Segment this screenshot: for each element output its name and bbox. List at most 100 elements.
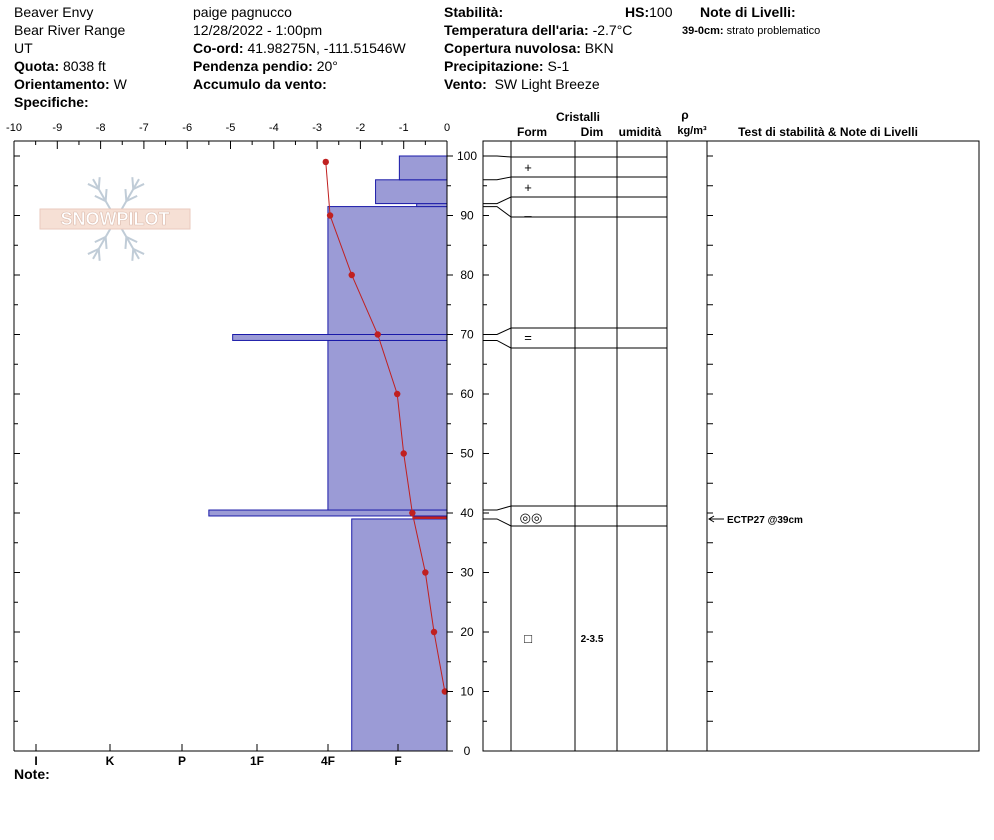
- hardness-label: I: [34, 754, 37, 768]
- air-temp: Temperatura dell'aria: -2.7°C: [444, 21, 632, 39]
- height-tick-label: 20: [460, 625, 474, 639]
- location: Beaver Envy: [14, 4, 94, 20]
- crystal-form-symbol: +: [524, 180, 532, 195]
- wind: Vento: SW Light Breeze: [444, 75, 600, 93]
- layer-note-depth: 39-0cm:: [682, 25, 724, 37]
- temp-tick-label: -7: [139, 122, 149, 134]
- temperature-point: [322, 158, 329, 166]
- temp-tick-label: -3: [312, 122, 322, 134]
- layer-connector: [483, 505, 512, 511]
- aspect: Orientamento: W: [14, 75, 127, 93]
- elevation-value: 8038 ft: [63, 58, 106, 74]
- stability-test-result: ECTP27 @39cm: [727, 515, 803, 526]
- air-temp-value: -2.7°C: [592, 22, 633, 38]
- precip-label: Precipitazione:: [444, 58, 544, 74]
- temperature-point: [430, 628, 438, 636]
- layer-connector: [483, 327, 512, 335]
- air-temp-label: Temperatura dell'aria:: [444, 22, 589, 38]
- height-tick-label: 90: [460, 209, 474, 223]
- notes-label: Note:: [14, 766, 50, 782]
- layer-note-text: strato problematico: [726, 25, 821, 37]
- header-size: Dim: [581, 125, 604, 139]
- temperature-point: [409, 509, 416, 517]
- height-tick-label: 50: [460, 447, 474, 461]
- table-layer-rows: + + – = ◎◎ □ 2-3.5 ECTP27 @39cm: [483, 155, 803, 646]
- svg-text:SNOWPILOT: SNOWPILOT: [61, 209, 170, 229]
- elevation-label: Quota:: [14, 58, 60, 74]
- cloud-label: Copertura nuvolosa:: [444, 40, 581, 56]
- layer-connector: [483, 206, 512, 218]
- temp-tick-label: -6: [182, 122, 192, 134]
- hardness-layer-7: [375, 179, 448, 205]
- height-tick-label: 40: [460, 506, 474, 520]
- aspect-value: W: [113, 76, 127, 92]
- hardness-layer-8: [398, 155, 448, 181]
- header-form: Form: [517, 125, 547, 139]
- grain-size: 2-3.5: [581, 634, 604, 645]
- header-density-unit: kg/m³: [677, 125, 707, 137]
- snow-height: HS:100: [625, 3, 672, 21]
- hardness-layers: [208, 155, 448, 752]
- coordinates: Co-ord: 41.98275N, -111.51546W: [193, 39, 406, 57]
- temperature-point: [422, 569, 429, 576]
- observer: paige pagnucco: [193, 4, 292, 20]
- hardness-layer-5: [327, 206, 448, 335]
- hardness-label: K: [106, 754, 115, 768]
- layer-connector: [483, 155, 512, 158]
- state: UT: [14, 40, 33, 56]
- height-tick-label: 70: [460, 328, 474, 342]
- crystal-form-symbol: =: [524, 330, 532, 345]
- stability-label: Stabilità:: [444, 4, 504, 20]
- crystal-form-symbol: □: [524, 631, 532, 646]
- coord-value: 41.98275N, -111.51546W: [247, 40, 406, 56]
- precip-value: S-1: [547, 58, 570, 74]
- header-moisture: umidità: [619, 125, 662, 139]
- hardness-layer-3: [327, 339, 448, 511]
- hardness-layer-4: [232, 334, 448, 341]
- datetime: 12/28/2022 - 1:00pm: [193, 22, 323, 38]
- precipitation: Precipitazione: S-1: [444, 57, 569, 75]
- temperature-point: [326, 212, 334, 219]
- specifics-label: Specifiche:: [14, 94, 89, 110]
- crystal-form-symbol: +: [524, 160, 532, 175]
- layer-notes-label: Note di Livelli:: [700, 4, 796, 20]
- hardness-layer-0: [351, 518, 448, 752]
- crystal-form-symbol: –: [524, 208, 532, 223]
- height-tick-label: 60: [460, 387, 474, 401]
- temperature-point: [441, 688, 449, 695]
- temperature-point: [394, 390, 401, 398]
- temp-tick-label: -8: [96, 122, 106, 134]
- slope: Pendenza pendio: 20°: [193, 57, 338, 75]
- header-crystals: Cristalli: [556, 110, 600, 124]
- hardness-label: P: [178, 754, 186, 768]
- hardness-label: 4F: [321, 754, 335, 768]
- layer-connector: [483, 518, 512, 527]
- temperature-line: [325, 161, 446, 692]
- weak-layer-marker: [412, 515, 447, 519]
- temperature-profile: [322, 158, 449, 695]
- temp-tick-label: -1: [399, 122, 409, 134]
- coord-label: Co-ord:: [193, 40, 244, 56]
- temp-tick-label: -9: [52, 122, 62, 134]
- hardness-label: F: [394, 754, 401, 768]
- aspect-label: Orientamento:: [14, 76, 110, 92]
- slope-label: Pendenza pendio:: [193, 58, 313, 74]
- arrow-left-icon: [708, 515, 715, 523]
- temp-tick-label: -10: [6, 122, 22, 134]
- header-tests: Test di stabilità & Note di Livelli: [738, 125, 918, 139]
- layer-connector: [483, 176, 512, 181]
- header-rho: ρ: [681, 108, 688, 122]
- wind-value: SW Light Breeze: [494, 76, 600, 92]
- height-tick-label: 80: [460, 268, 474, 282]
- hs-label: HS:: [625, 4, 650, 20]
- temperature-point: [374, 331, 381, 338]
- cloud-cover: Copertura nuvolosa: BKN: [444, 39, 614, 57]
- snowpilot-logo: SNOWPILOT: [39, 177, 191, 261]
- height-tick-label: 30: [460, 566, 474, 580]
- height-tick-label: 10: [460, 685, 474, 699]
- layer-note: 39-0cm: strato problematico: [682, 22, 820, 40]
- crystal-table: Cristalli Form Dim umidità ρ kg/m³ Test …: [482, 108, 980, 752]
- wind-loading-label: Accumulo da vento:: [193, 76, 327, 92]
- cloud-value: BKN: [584, 40, 614, 56]
